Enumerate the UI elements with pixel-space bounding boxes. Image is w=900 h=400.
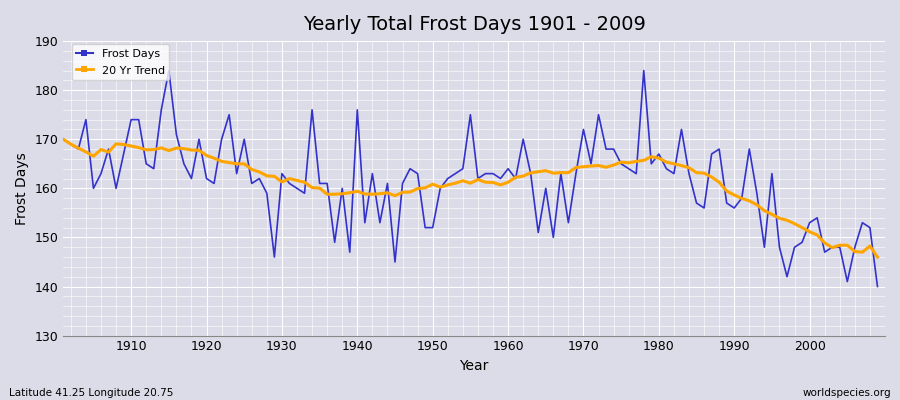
Y-axis label: Frost Days: Frost Days (15, 152, 29, 225)
Legend: Frost Days, 20 Yr Trend: Frost Days, 20 Yr Trend (71, 44, 169, 80)
X-axis label: Year: Year (460, 359, 489, 373)
Title: Yearly Total Frost Days 1901 - 2009: Yearly Total Frost Days 1901 - 2009 (302, 15, 645, 34)
Text: worldspecies.org: worldspecies.org (803, 388, 891, 398)
Text: Latitude 41.25 Longitude 20.75: Latitude 41.25 Longitude 20.75 (9, 388, 174, 398)
